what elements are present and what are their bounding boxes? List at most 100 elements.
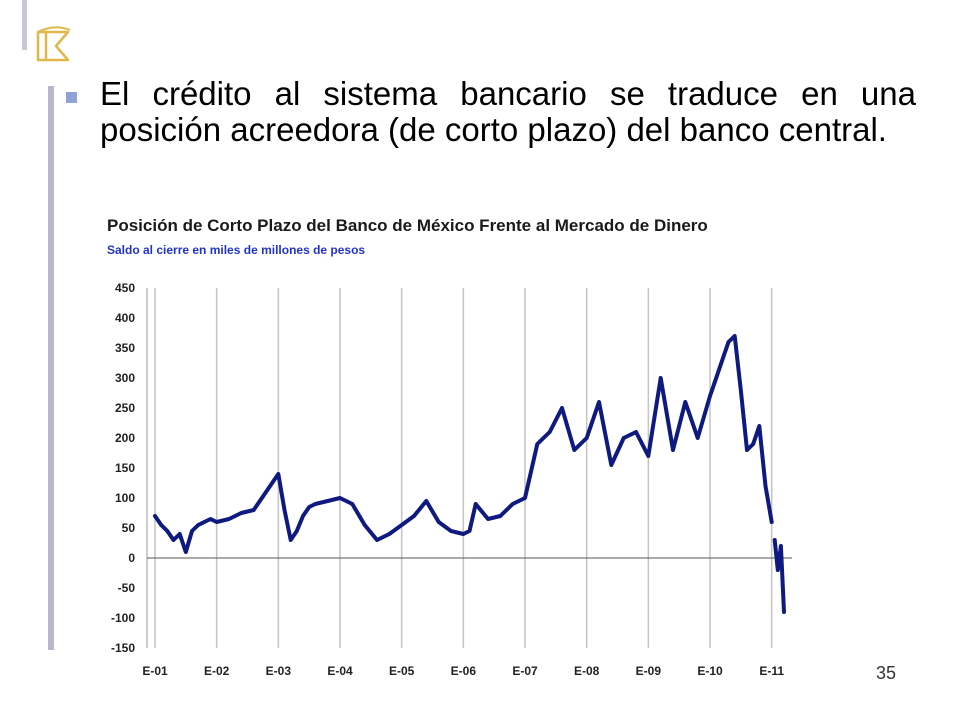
x-tick-label: E-05 xyxy=(389,664,415,678)
data-point xyxy=(288,538,293,542)
y-tick-label: 250 xyxy=(115,401,135,415)
y-tick-label: 50 xyxy=(122,521,136,535)
y-tick-label: -50 xyxy=(118,581,136,595)
data-point xyxy=(184,550,188,554)
data-point xyxy=(769,520,774,524)
data-point xyxy=(171,538,176,542)
data-point xyxy=(584,436,589,440)
y-tick-label: 350 xyxy=(115,341,135,355)
data-point xyxy=(732,334,737,338)
bank-logo-icon xyxy=(36,26,71,62)
x-tick-label: E-10 xyxy=(697,664,723,678)
data-point xyxy=(202,520,207,524)
data-point xyxy=(560,406,564,410)
data-point xyxy=(313,502,318,506)
data-point xyxy=(609,463,614,467)
x-tick-label: E-08 xyxy=(574,664,600,678)
data-point xyxy=(510,502,515,506)
data-point xyxy=(634,430,638,434)
data-point xyxy=(695,436,700,440)
data-point xyxy=(779,544,783,548)
data-point xyxy=(683,400,688,404)
bullet-square-icon xyxy=(66,92,77,103)
data-point xyxy=(208,517,213,521)
data-point xyxy=(523,496,527,500)
data-point xyxy=(751,442,755,446)
y-tick-label: 200 xyxy=(115,431,135,445)
data-point xyxy=(449,529,453,533)
y-tick-label: 300 xyxy=(115,371,135,385)
data-point xyxy=(739,388,743,392)
data-point xyxy=(424,499,429,503)
y-tick-label: 0 xyxy=(128,551,135,565)
x-tick-label: E-09 xyxy=(636,664,662,678)
data-point xyxy=(387,532,392,536)
x-tick-label: E-04 xyxy=(327,664,353,678)
x-tick-label: E-02 xyxy=(204,664,230,678)
data-point xyxy=(720,358,725,362)
x-tick-label: E-07 xyxy=(512,664,538,678)
data-point xyxy=(153,514,157,518)
data-point xyxy=(757,424,762,428)
data-point xyxy=(461,532,466,536)
x-tick-label: E-06 xyxy=(451,664,477,678)
data-point xyxy=(782,610,786,614)
data-point xyxy=(621,436,626,440)
data-point xyxy=(776,568,780,572)
x-tick-label: E-03 xyxy=(266,664,292,678)
data-point xyxy=(671,448,675,452)
x-tick-label: E-01 xyxy=(142,664,168,678)
data-point xyxy=(307,505,311,509)
data-point xyxy=(276,472,281,476)
chart-subtitle: Saldo al cierre en miles de millones de … xyxy=(107,243,366,257)
data-point xyxy=(362,523,367,527)
data-point xyxy=(708,394,712,398)
data-point xyxy=(473,502,478,506)
data-point xyxy=(572,448,577,452)
data-point xyxy=(251,508,256,512)
data-point xyxy=(726,340,731,344)
data-point xyxy=(467,529,472,533)
data-point xyxy=(159,523,163,527)
data-point xyxy=(597,400,601,404)
data-point xyxy=(177,532,182,536)
data-point xyxy=(412,514,416,518)
data-point xyxy=(399,523,404,527)
data-point xyxy=(190,529,194,533)
data-point xyxy=(535,442,540,446)
data-point xyxy=(547,430,552,434)
data-point xyxy=(239,511,244,515)
y-tick-label: 400 xyxy=(115,311,135,325)
y-tick-label: -150 xyxy=(111,641,135,655)
y-tick-label: 450 xyxy=(115,281,135,295)
data-point xyxy=(338,496,342,500)
page-number: 35 xyxy=(876,663,897,683)
data-point xyxy=(498,514,503,518)
y-tick-label: 150 xyxy=(115,461,135,475)
data-point xyxy=(436,520,441,524)
y-tick-label: 100 xyxy=(115,491,135,505)
series-line-2 xyxy=(772,538,786,614)
left-accent-bar xyxy=(48,86,54,650)
data-point xyxy=(646,454,651,458)
data-point xyxy=(763,484,768,488)
data-point xyxy=(264,490,268,494)
data-point xyxy=(282,508,287,512)
y-tick-label: -100 xyxy=(111,611,135,625)
left-accent-bar-top xyxy=(22,0,27,50)
data-point xyxy=(325,499,330,503)
bullet-text: El crédito al sistema bancario se traduc… xyxy=(100,75,916,148)
data-point xyxy=(214,520,219,524)
data-point xyxy=(658,376,663,380)
x-tick-label: E-11 xyxy=(759,664,784,678)
data-point xyxy=(714,376,718,380)
chart-title: Posición de Corto Plazo del Banco de Méx… xyxy=(107,216,708,235)
data-point xyxy=(486,517,490,521)
data-point xyxy=(301,514,305,518)
data-point xyxy=(196,523,200,527)
data-point xyxy=(745,448,749,452)
data-point xyxy=(295,529,299,533)
data-point xyxy=(375,538,379,542)
data-point xyxy=(165,529,170,533)
